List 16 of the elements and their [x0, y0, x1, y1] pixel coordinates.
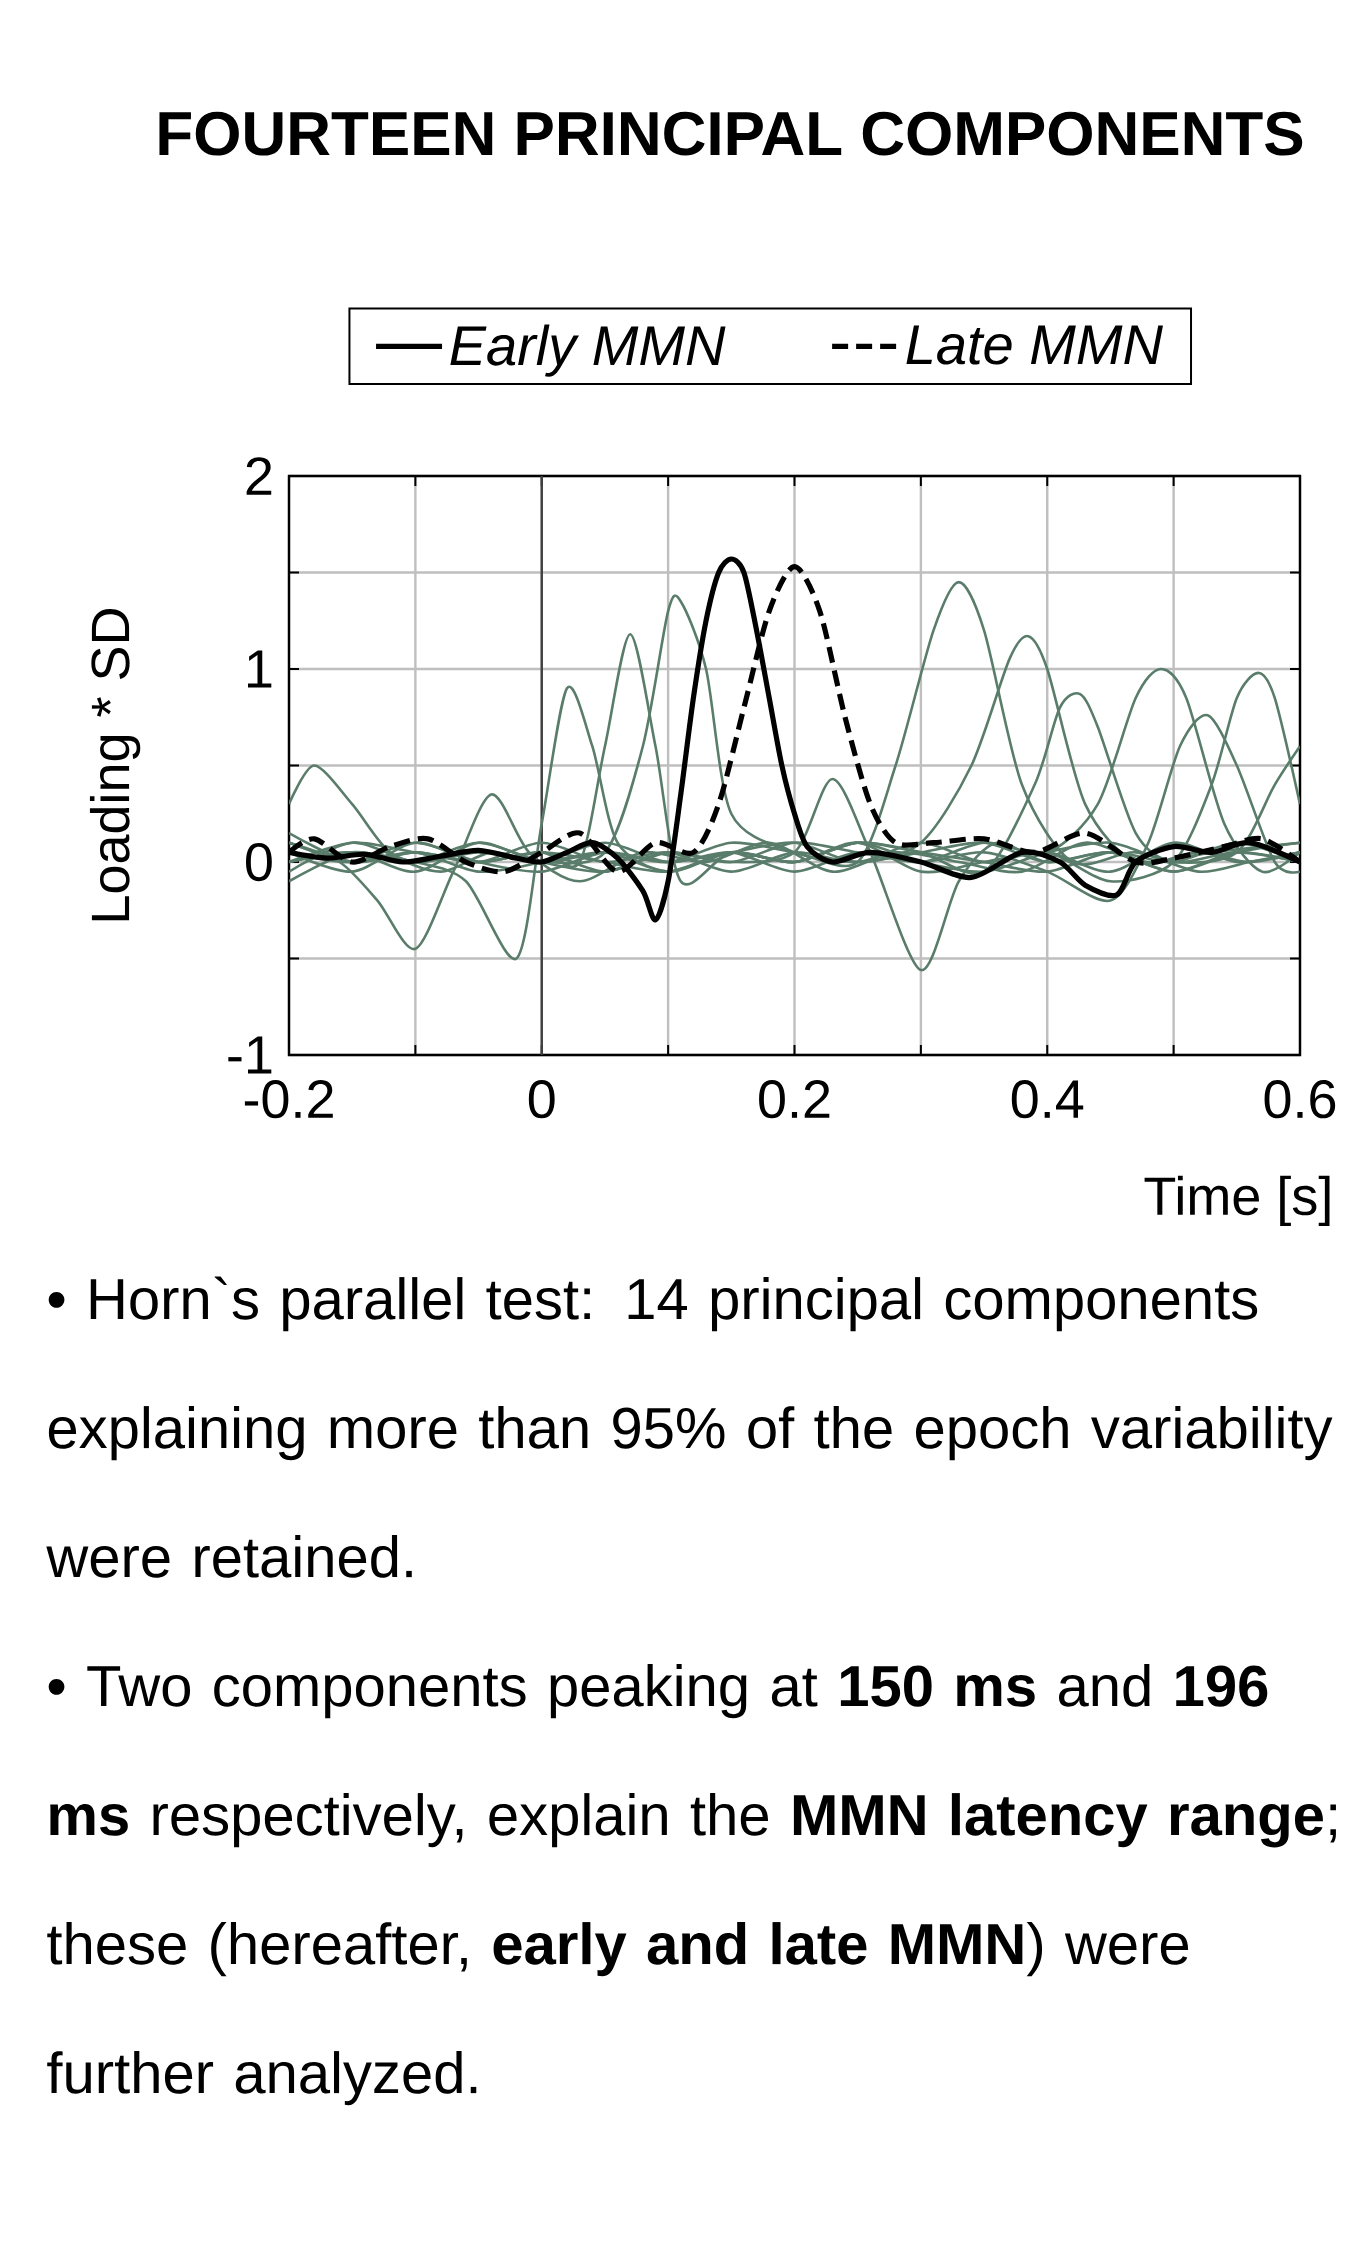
x-tick-label: 0.2	[759, 1080, 830, 1119]
x-tick-label: -0.2	[244, 1080, 333, 1119]
y-tick-label: 0	[246, 842, 272, 882]
y-axis-title: Loading * SD	[89, 609, 141, 921]
y-tick-label: -1	[228, 1036, 272, 1074]
y-tick-label: 2	[246, 457, 272, 495]
y-tick-label: 1	[248, 650, 272, 688]
x-tick-label: 0.4	[1011, 1080, 1084, 1119]
chart-title: FOURTEEN PRINCIPAL COMPONENTS	[159, 111, 1303, 156]
x-tick-label: 0.6	[1264, 1080, 1336, 1119]
x-tick-label: 0	[528, 1080, 555, 1119]
legend-label: Early MMN	[450, 324, 726, 377]
text: • Two components peaking at 150 ms and 196 ms respectively, explain the MMN latency range; these (hereafter, early and late MMN) were further analyzed.	[47, 1664, 1336, 2106]
text: • Horn`s parallel test: 14 principal components explaining more than 95% of the epoch variability were retained.	[46, 1276, 1333, 1578]
x-axis-title: Time [s]	[1144, 1175, 1330, 1227]
legend-label: Late MMN	[906, 325, 1163, 365]
